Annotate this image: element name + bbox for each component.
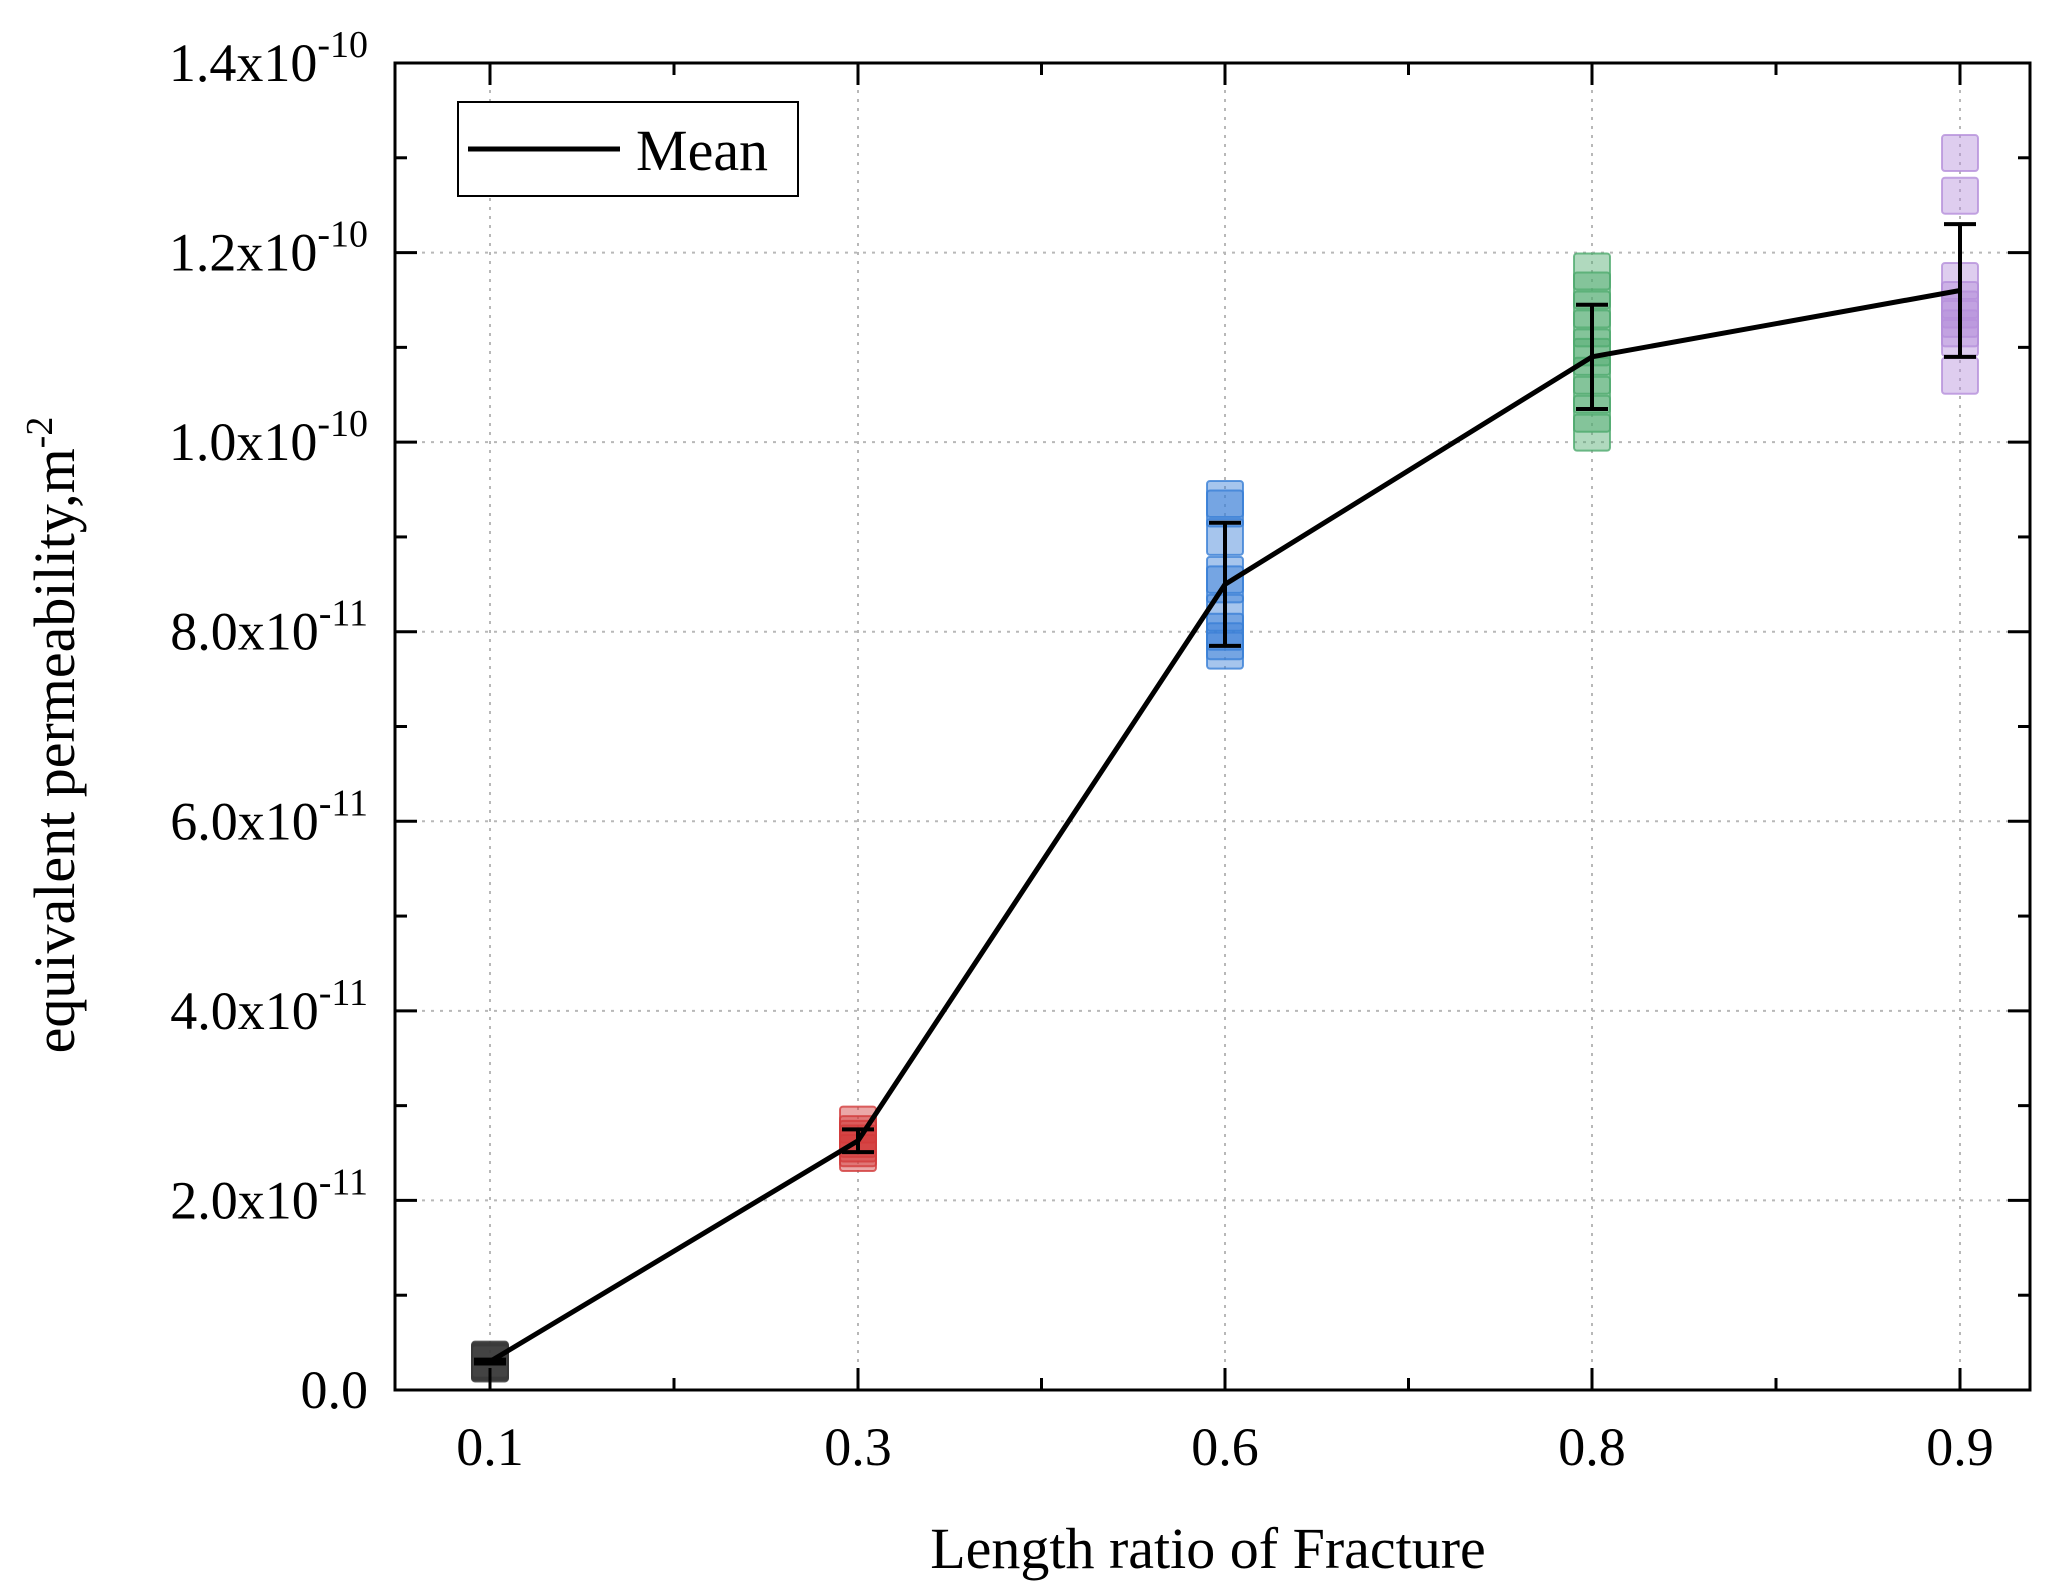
y-axis-title-sup: -2: [19, 417, 61, 449]
y-tick-label: 1.0x10-10: [169, 403, 368, 472]
y-tick-label: 4.0x10-11: [170, 972, 368, 1041]
error-bars: [474, 222, 1976, 1366]
x-axis-title: Length ratio of Fracture: [930, 1516, 1486, 1581]
plot-frame: [393, 61, 2032, 1392]
y-tick-label-exp: -11: [319, 593, 368, 635]
y-tick-label: 0.0: [301, 1360, 369, 1420]
y-tick-label: 1.2x10-10: [169, 214, 368, 283]
y-tick-label-base: 1.2x10: [169, 223, 318, 283]
y-tick-labels: 0.02.0x10-114.0x10-116.0x10-118.0x10-111…: [169, 24, 368, 1420]
x-tick-label: 0.1: [456, 1417, 524, 1477]
sample-marker: [1941, 176, 1979, 215]
y-tick-label-base: 1.0x10: [169, 412, 318, 472]
x-tick-label: 0.9: [1926, 1417, 1994, 1477]
y-tick-label-exp: -11: [319, 1161, 368, 1203]
y-tick-label: 8.0x10-11: [170, 593, 368, 662]
legend: Mean: [457, 101, 799, 197]
y-tick-label-base: 4.0x10: [170, 981, 319, 1041]
x-tick-labels: 0.1 0.3 0.6 0.8 0.9: [456, 1417, 1994, 1477]
y-axis-title: equivalent permeability,m-2: [19, 417, 87, 1054]
y-tick-label-exp: -10: [317, 24, 368, 66]
y-tick-label: 6.0x10-11: [170, 782, 368, 851]
sample-marker: [1941, 356, 1979, 395]
grid-lines: [395, 63, 2030, 1390]
y-axis-title-main: equivalent permeability,m: [22, 448, 87, 1053]
sample-marker: [1573, 252, 1611, 291]
y-tick-label-exp: -10: [317, 214, 368, 256]
sample-marker: [1206, 480, 1244, 519]
y-tick-label-exp: -11: [319, 972, 368, 1014]
legend-label-mean: Mean: [636, 118, 768, 183]
sample-marker: [1941, 134, 1979, 173]
y-tick-label-base: 6.0x10: [170, 791, 319, 851]
x-tick-label: 0.6: [1191, 1417, 1259, 1477]
y-tick-label-base: 2.0x10: [170, 1170, 319, 1230]
y-tick-label-base: 0.0: [301, 1360, 369, 1420]
x-tick-label: 0.8: [1558, 1417, 1626, 1477]
y-tick-label: 1.4x10-10: [169, 24, 368, 93]
y-tick-label-base: 8.0x10: [170, 602, 319, 662]
y-tick-label-exp: -11: [319, 782, 368, 824]
x-tick-label: 0.3: [824, 1417, 892, 1477]
axis-ticks: [395, 61, 2030, 1392]
y-tick-label-base: 1.4x10: [169, 33, 318, 93]
y-tick-label: 2.0x10-11: [170, 1161, 368, 1230]
y-tick-label-exp: -10: [317, 403, 368, 445]
